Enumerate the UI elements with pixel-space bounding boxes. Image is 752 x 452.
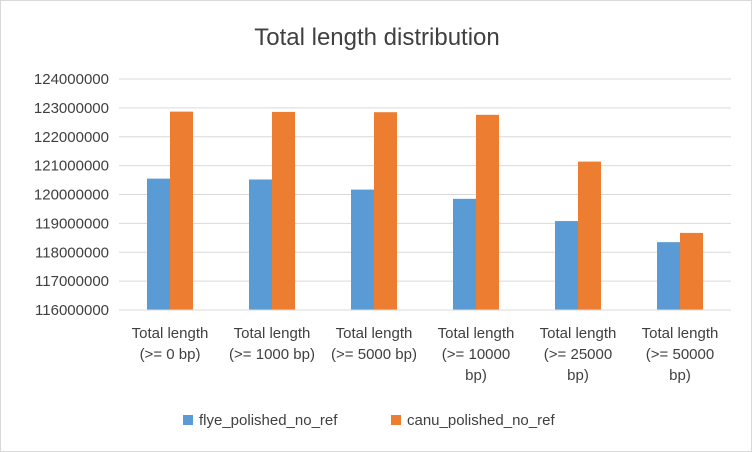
gridlines <box>119 78 731 282</box>
bar-flye-polished-no-ref-1 <box>249 179 272 310</box>
y-tick-label: 124000000 <box>34 71 109 88</box>
bar-canu-polished-no-ref-0 <box>170 111 193 310</box>
bar-flye-polished-no-ref-0 <box>147 178 170 310</box>
x-category-label: Total length <box>234 325 311 342</box>
y-tick-label: 118000000 <box>35 244 109 261</box>
legend-swatch-flye-polished-no-ref <box>183 415 193 425</box>
x-category-label: Total length <box>438 325 515 342</box>
x-category-label: bp) <box>669 367 691 384</box>
bar-flye-polished-no-ref-3 <box>453 198 476 310</box>
x-category-label: (>= 10000 <box>442 346 510 363</box>
x-axis-category-labels: Total length (>= 0 bp) Total length (>= 100… <box>132 325 719 384</box>
x-category-label: Total length <box>132 325 209 342</box>
bar-canu-polished-no-ref-2 <box>374 112 397 310</box>
y-tick-label: 122000000 <box>34 129 109 146</box>
bar-canu-polished-no-ref-1 <box>272 111 295 310</box>
x-category-label: bp) <box>567 367 589 384</box>
x-category-label: Total length <box>336 325 413 342</box>
y-tick-label: 121000000 <box>34 158 109 175</box>
bar-canu-polished-no-ref-3 <box>476 114 499 311</box>
x-category-label: Total length <box>540 325 617 342</box>
bar-flye-polished-no-ref-2 <box>351 189 374 310</box>
x-category-label: (>= 1000 bp) <box>229 346 315 363</box>
chart-title: Total length distribution <box>254 24 499 51</box>
legend: flye_polished_no_ref canu_polished_no_ref <box>183 412 555 429</box>
x-category-label: Total length <box>642 325 719 342</box>
x-category-label: (>= 5000 bp) <box>331 346 417 363</box>
x-category-label: (>= 25000 <box>544 346 612 363</box>
y-axis-tick-labels: 116000000 117000000 118000000 119000000 1200… <box>34 71 109 319</box>
y-tick-label: 117000000 <box>35 273 109 290</box>
x-category-label: bp) <box>465 367 487 384</box>
y-tick-label: 116000000 <box>35 302 109 319</box>
legend-swatch-canu-polished-no-ref <box>391 415 401 425</box>
y-tick-label: 123000000 <box>34 100 109 117</box>
bar-flye-polished-no-ref-5 <box>657 242 680 310</box>
bar-canu-polished-no-ref-4 <box>578 161 601 310</box>
y-tick-label: 120000000 <box>34 187 109 204</box>
x-category-label: (>= 0 bp) <box>140 346 201 363</box>
x-category-label: (>= 50000 <box>646 346 714 363</box>
bar-flye-polished-no-ref-4 <box>555 221 578 310</box>
y-tick-label: 119000000 <box>35 215 109 232</box>
legend-label-canu-polished-no-ref: canu_polished_no_ref <box>407 412 555 429</box>
bars <box>147 111 703 311</box>
bar-canu-polished-no-ref-5 <box>680 232 703 310</box>
legend-label-flye-polished-no-ref: flye_polished_no_ref <box>199 412 338 429</box>
